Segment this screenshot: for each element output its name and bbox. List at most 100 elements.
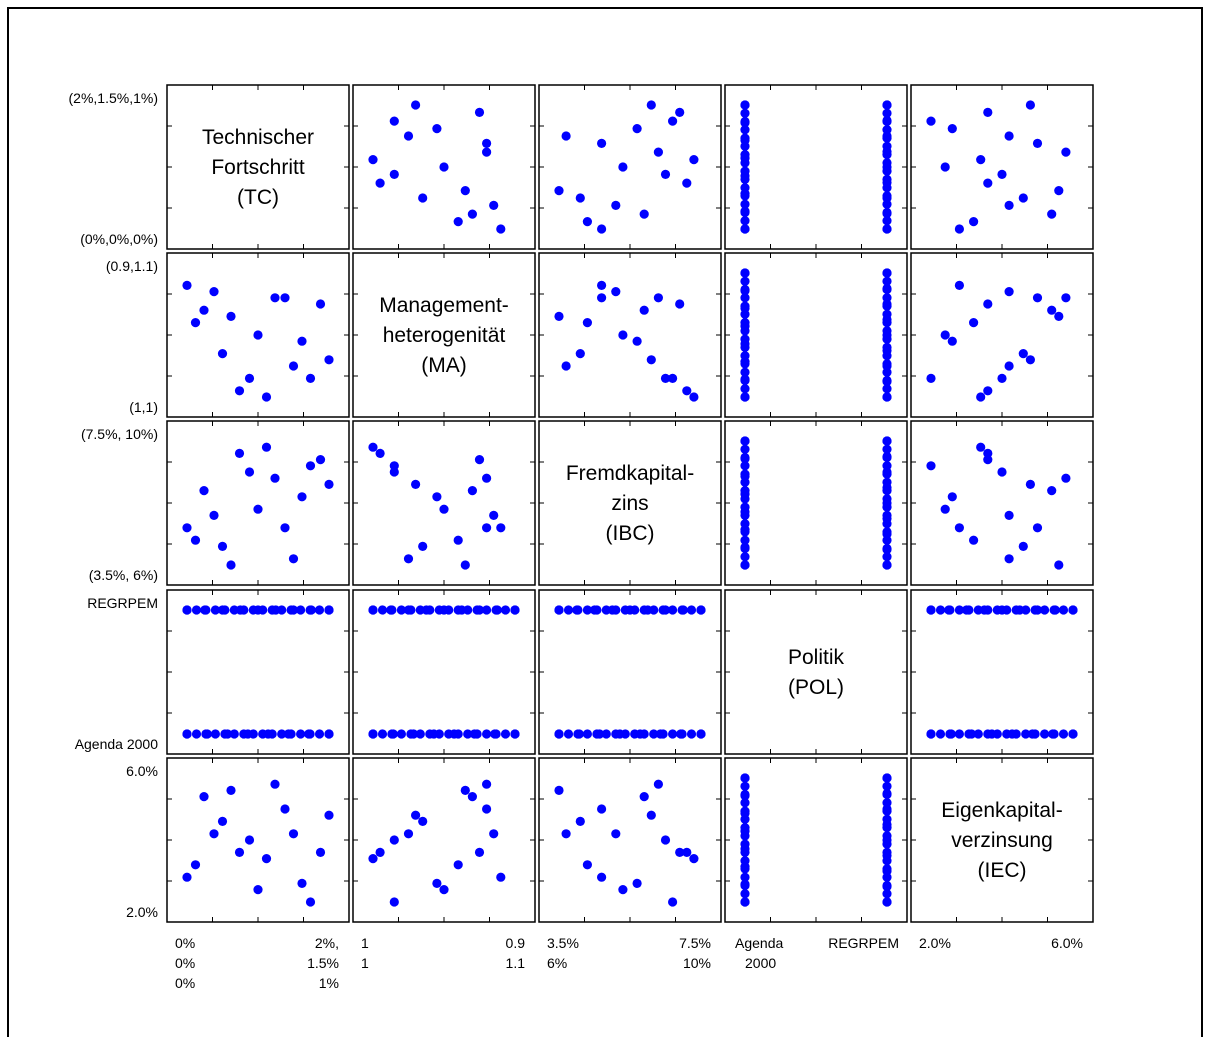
data-point <box>882 461 892 471</box>
data-point <box>639 792 649 802</box>
data-point <box>482 779 492 789</box>
data-point <box>882 309 892 319</box>
data-point <box>882 150 892 160</box>
data-point <box>453 535 463 545</box>
data-point <box>740 284 750 295</box>
data-point <box>740 494 750 504</box>
data-point <box>940 330 950 340</box>
data-point <box>1030 729 1040 739</box>
data-point <box>658 605 668 615</box>
variable-label-ibc: Fremdkapital- <box>566 462 694 485</box>
data-point <box>582 729 593 739</box>
data-point <box>926 373 936 383</box>
data-point <box>496 523 506 533</box>
data-point <box>297 492 307 502</box>
data-point <box>1047 486 1057 496</box>
data-point <box>882 158 892 168</box>
data-point <box>740 814 750 824</box>
data-point <box>1004 287 1014 297</box>
panel-iec-vs-tc <box>166 757 350 923</box>
y-tick-label-top-tc: (2%,1.5%,1%) <box>69 90 158 106</box>
data-point <box>389 169 399 179</box>
data-point <box>1002 605 1012 615</box>
data-point <box>618 330 628 340</box>
data-point <box>646 100 656 110</box>
data-point <box>940 504 950 514</box>
data-point <box>453 729 463 739</box>
data-point <box>472 605 482 615</box>
data-point <box>882 351 892 361</box>
data-point <box>618 162 628 172</box>
data-point <box>234 847 245 858</box>
data-point <box>296 605 306 615</box>
data-point <box>368 605 378 615</box>
data-point <box>439 885 449 895</box>
data-point <box>677 605 687 615</box>
data-point <box>1018 193 1028 203</box>
data-point <box>1021 729 1031 739</box>
data-point <box>389 116 399 126</box>
data-point <box>740 477 750 487</box>
data-point <box>201 729 211 739</box>
data-point <box>220 729 230 739</box>
data-point <box>411 100 421 110</box>
data-point <box>573 729 583 739</box>
panel-tc-vs-ibc <box>538 84 722 250</box>
variable-label-pol: Politik <box>788 646 845 669</box>
data-point <box>489 829 499 839</box>
variable-label-pol: (POL) <box>788 676 844 699</box>
data-point <box>324 605 334 615</box>
data-point <box>1040 605 1050 615</box>
data-point <box>396 729 406 739</box>
data-point <box>882 831 892 841</box>
data-point <box>882 318 892 328</box>
x-tick-label-left-pol: Agenda <box>735 935 783 951</box>
data-point <box>1011 605 1021 615</box>
data-point <box>209 510 219 520</box>
data-point <box>660 169 671 179</box>
data-point <box>453 217 463 227</box>
data-point <box>882 133 892 143</box>
variable-label-ma: Management- <box>379 294 509 317</box>
data-point <box>740 831 750 841</box>
data-point <box>882 174 892 184</box>
data-point <box>324 810 334 820</box>
data-point <box>660 373 671 383</box>
data-point <box>434 729 444 739</box>
data-point <box>675 299 685 309</box>
variable-label-ma: (MA) <box>421 354 467 377</box>
x-tick-label-left-iec: 2.0% <box>919 935 951 951</box>
data-point <box>677 729 687 739</box>
data-point <box>592 605 602 615</box>
data-point <box>415 605 425 615</box>
data-point <box>182 280 192 290</box>
data-point <box>209 287 219 297</box>
data-point <box>882 301 892 311</box>
data-point <box>630 605 640 615</box>
data-point <box>947 336 957 346</box>
data-point <box>658 729 668 739</box>
x-tick-label-right-ma: 0.9 <box>506 935 526 951</box>
data-point <box>190 535 201 545</box>
data-point <box>191 605 202 615</box>
data-point <box>740 141 750 151</box>
data-point <box>740 375 750 386</box>
data-point <box>182 872 192 882</box>
data-point <box>696 729 706 739</box>
data-point <box>592 729 602 739</box>
data-point <box>882 116 892 127</box>
data-point <box>472 729 482 739</box>
data-point <box>191 729 202 739</box>
data-point <box>740 342 750 352</box>
data-point <box>954 280 965 290</box>
data-point <box>324 355 334 365</box>
data-point <box>389 467 399 477</box>
data-point <box>561 361 571 371</box>
data-point <box>740 798 750 808</box>
data-point <box>432 878 442 889</box>
data-point <box>597 224 607 234</box>
data-point <box>1061 147 1071 157</box>
data-point <box>248 605 258 615</box>
data-point <box>882 814 892 824</box>
data-point <box>740 789 750 800</box>
